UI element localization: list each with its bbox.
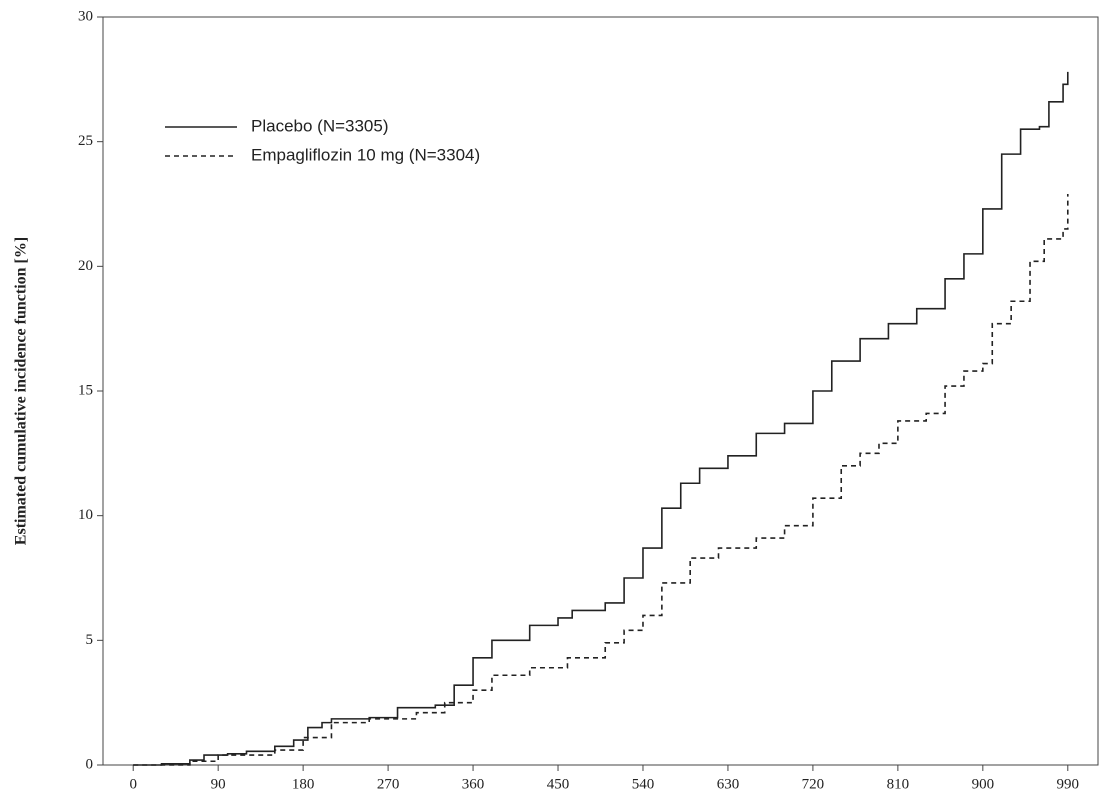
x-tick-label: 0 [129, 776, 137, 792]
legend-label: Empagliflozin 10 mg (N=3304) [251, 145, 480, 164]
y-tick-label: 5 [86, 632, 94, 648]
x-tick-label: 900 [972, 776, 995, 792]
x-tick-label: 810 [887, 776, 910, 792]
step-line [133, 71, 1069, 766]
x-tick-label: 360 [462, 776, 485, 792]
y-tick-label: 15 [78, 382, 93, 398]
y-tick-label: 30 [78, 8, 93, 24]
y-tick-label: 25 [78, 133, 93, 149]
legend-label: Placebo (N=3305) [251, 116, 389, 135]
y-tick-label: 0 [86, 756, 94, 772]
y-tick-label: 10 [78, 507, 93, 523]
x-tick-label: 990 [1057, 776, 1080, 792]
x-tick-label: 540 [632, 776, 655, 792]
x-tick-label: 450 [547, 776, 570, 792]
x-tick-label: 720 [802, 776, 825, 792]
x-tick-label: 630 [717, 776, 740, 792]
y-tick-label: 20 [78, 258, 93, 274]
x-tick-label: 270 [377, 776, 400, 792]
step-line [133, 194, 1069, 766]
y-axis-label: Estimated cumulative incidence function … [13, 237, 30, 545]
x-tick-label: 180 [292, 776, 315, 792]
x-tick-label: 90 [211, 776, 226, 792]
